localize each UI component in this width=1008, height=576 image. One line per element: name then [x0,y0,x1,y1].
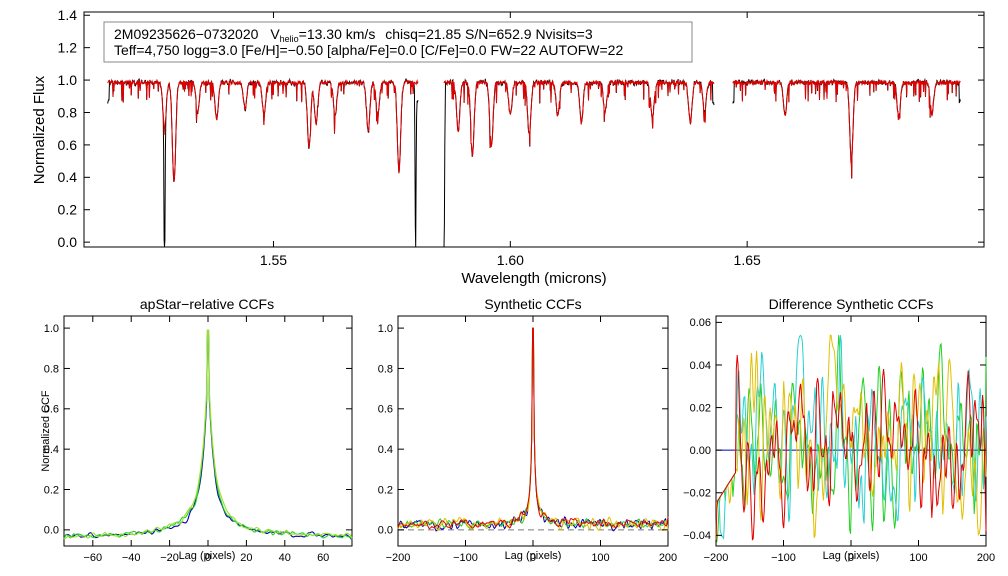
x-tick-label: 40 [279,552,291,564]
ccf-apstar-title: apStar−relative CCFs [140,296,274,312]
ccf-synthetic-xlabel: Lag (pixels) [505,550,562,562]
spectrum-model-line-chip3 [732,78,961,179]
y-tick-label: −0.02 [683,488,711,500]
spectrum-ylabel: Normalized Flux [31,75,48,184]
ccf-synthetic-series-group [397,327,669,532]
x-tick-label: 200 [977,552,995,564]
x-tick-label: 20 [240,552,252,564]
x-tick-label: 100 [591,552,609,564]
x-tick-label: −200 [704,552,729,564]
ccf-apstar-panel: apStar−relative CCFs −60 −40 −20 0 20 40 60 0.0… [40,296,353,564]
x-tick-label: −100 [771,552,796,564]
info-line-2: Teff=4,750 logg=3.0 [Fe/H]=−0.50 [alpha/… [114,42,623,58]
ccf-synthetic-line-visit-4 [397,327,669,530]
spectrum-ticks: 1.55 1.60 1.65 0.0 0.2 0.4 0.6 0.8 1.0 1.2 1.4 [58,7,984,268]
ccf-synthetic-ticks: −200 −100 0 100 200 0.0 0.2 0.4 0.6 0.8 1.0 [378,316,677,564]
x-tick-label: −20 [160,552,179,564]
spectrum-model-line-chip1 [107,78,419,182]
ccf-apstar-line-visit-1 [63,329,353,541]
y-tick-label: 1.2 [58,40,78,56]
y-tick-label: 0.0 [58,234,78,250]
vhelio-sub: helio [280,34,299,44]
y-tick-label: 1.4 [58,7,78,23]
y-tick-label: 0.4 [378,444,393,456]
ccf-synthetic-line-visit-3 [397,327,669,532]
y-tick-label: 1.0 [58,72,78,88]
y-tick-label: 0.06 [690,317,711,329]
y-tick-label: 0.2 [44,484,59,496]
y-tick-label: 0.6 [378,404,393,416]
y-tick-label: 0.2 [58,202,78,218]
vhelio-prefix: V [270,26,280,42]
y-tick-label: 0.02 [690,402,711,414]
ccf-difference-series-group [715,334,987,543]
y-tick-label: 0.0 [44,525,59,537]
x-tick-label: 0 [530,552,536,564]
x-tick-label: 60 [317,552,329,564]
ccf-difference-ticks: −200 −100 0 100 200 −0.04 −0.02 0.00 0.02 0.04 0.0… [683,316,995,564]
ccf-synthetic-title: Synthetic CCFs [484,296,581,312]
fit-stats: chisq=21.85 S/N=652.9 Nvisits=3 [385,26,593,42]
spectrum-series-group [107,77,961,248]
ccf-apstar-ylabel: Normalized CCF [40,390,52,472]
x-tick-label: 100 [909,552,927,564]
y-tick-label: 0.8 [44,363,59,375]
x-tick-label: 0 [205,552,211,564]
spectrum-plot-frame [83,11,985,248]
ccf-apstar-series-group [63,329,353,541]
y-tick-label: 0.6 [44,404,59,416]
x-tick-label: 1.60 [497,252,524,268]
y-tick-label: 0.4 [58,169,78,185]
ccf-apstar-xlabel: Lag (pixels) [179,550,236,562]
spectrum-observed-line-chip3 [732,77,961,179]
y-tick-label: 0.6 [58,137,78,153]
ccf-synthetic-line-visit-1 [397,327,669,532]
x-tick-label: 1.55 [260,252,287,268]
ccf-apstar-ticks: −60 −40 −20 0 20 40 60 0.0 0.2 0.4 0.6 0.8 1.0 [44,316,352,564]
y-tick-label: 0.00 [690,445,711,457]
ccf-apstar-line-visit-3 [63,329,353,540]
x-tick-label: −100 [453,552,478,564]
star-id: 2M09235626−0732020 [114,26,259,42]
y-tick-label: 0.8 [58,104,78,120]
ccf-difference-title: Difference Synthetic CCFs [769,296,934,312]
x-tick-label: 1.65 [734,252,761,268]
y-tick-label: 0.04 [690,360,711,372]
vhelio-value: =13.30 km/s [299,26,376,42]
spectrum-panel: 1.55 1.60 1.65 0.0 0.2 0.4 0.6 0.8 1.0 1.2 1.4 2M0… [31,7,985,287]
ccf-synthetic-line-visit-2 [397,327,669,530]
info-box [103,21,693,63]
x-tick-label: −60 [83,552,102,564]
ccf-synthetic-frame [397,315,669,547]
x-tick-label: 0 [848,552,854,564]
y-tick-label: 0.8 [378,363,393,375]
ccf-difference-line-diff-3 [715,334,987,542]
x-tick-label: −200 [386,552,411,564]
ccf-difference-panel: Difference Synthetic CCFs −200 −100 0 100 20… [683,296,995,564]
info-line-1: 2M09235626−0732020 Vhelio=13.30 km/s chi… [114,26,593,44]
ccf-difference-line-diff-1 [716,335,987,543]
y-tick-label: −0.04 [683,530,711,542]
ccf-difference-xlabel: Lag (pixels) [823,550,880,562]
ccf-apstar-line-visit-2 [63,329,353,540]
ccf-synthetic-panel: Synthetic CCFs −200 −100 0 100 200 0.0 0.2 0.4 0… [378,296,677,564]
y-tick-label: 0.0 [378,525,393,537]
x-tick-label: −40 [122,552,141,564]
ccf-apstar-frame [63,315,353,547]
y-tick-label: 0.4 [44,444,59,456]
y-tick-label: 0.2 [378,484,393,496]
x-tick-label: 200 [659,552,677,564]
y-tick-label: 1.0 [378,323,393,335]
spectrum-model-line-chip2 [443,78,715,157]
y-tick-label: 1.0 [44,323,59,335]
spectrum-xlabel: Wavelength (microns) [461,270,606,287]
ccf-difference-line-diff-4 [715,354,987,542]
